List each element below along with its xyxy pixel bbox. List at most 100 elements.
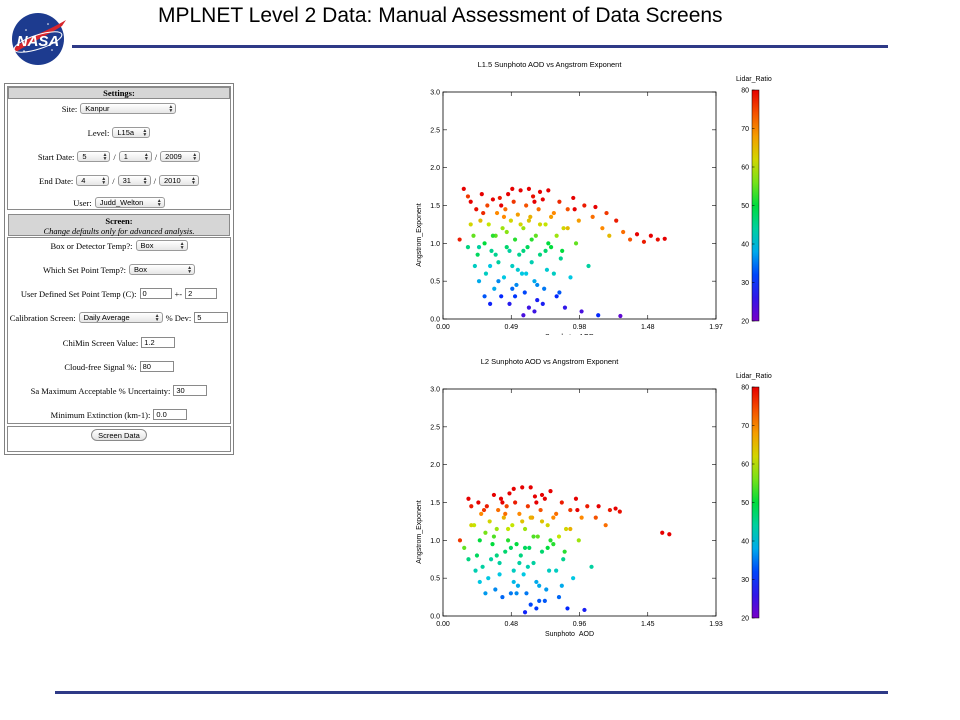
settings-header: Settings: [8, 87, 230, 99]
colorbar-tick-label: 40 [741, 539, 749, 546]
data-point [537, 583, 542, 588]
data-point [483, 530, 488, 535]
data-point [531, 560, 536, 566]
data-point [505, 538, 511, 543]
data-point [503, 511, 508, 516]
start-month-select[interactable]: 5 ▲ ▼ [77, 151, 111, 162]
x-tick-label: 1.93 [709, 621, 723, 628]
calibration-select[interactable]: Daily Average ▲ ▼ [78, 312, 163, 323]
data-point [525, 564, 530, 569]
setpoint-select[interactable]: Box ▲ ▼ [129, 264, 196, 275]
end-month-select[interactable]: 4 ▲ ▼ [76, 175, 110, 186]
box-temp-select[interactable]: Box ▲ ▼ [135, 240, 188, 251]
data-point [545, 545, 550, 550]
data-point [573, 241, 579, 246]
chimin-input[interactable]: 1.2 [141, 337, 176, 348]
data-point [494, 526, 499, 532]
dev-input[interactable]: 5 [194, 312, 229, 323]
data-point [521, 248, 526, 253]
data-point [554, 294, 559, 299]
data-point [539, 492, 545, 498]
minext-input[interactable]: 0.0 [153, 409, 188, 420]
data-point [510, 286, 515, 291]
colorbar-label: Lidar_Ratio [736, 76, 772, 83]
user-select[interactable]: Judd_Welton ▲ ▼ [94, 197, 165, 208]
end-day-select[interactable]: 31 ▲ ▼ [117, 175, 151, 186]
data-point [497, 195, 502, 201]
user-setpoint-input[interactable]: 0 [139, 288, 172, 299]
data-point [510, 263, 515, 269]
end-year-select[interactable]: 2010 ▲ ▼ [158, 175, 199, 186]
sa-input[interactable]: 30 [173, 385, 208, 396]
y-tick-label: 0.0 [430, 317, 440, 324]
screen-header-subtitle: Change defaults only for advanced analys… [43, 226, 195, 236]
data-point [497, 560, 502, 566]
start-year-select[interactable]: 2009 ▲ ▼ [160, 151, 201, 162]
data-point [525, 245, 530, 250]
x-tick-label: 0.00 [436, 621, 450, 628]
data-point [524, 271, 529, 276]
minext-row: Minimum Extinction (km-1): 0.0 [5, 409, 233, 420]
data-point [532, 199, 537, 204]
settings-panel: Settings: Site: Kanpur ▲ ▼ Level: L15a ▲ ▼… [4, 83, 234, 455]
data-point [461, 186, 466, 191]
data-point [522, 290, 527, 295]
data-point [489, 248, 494, 253]
data-point [531, 534, 536, 539]
cloudfree-input[interactable]: 80 [139, 361, 174, 372]
data-point [518, 188, 523, 193]
data-point [561, 226, 566, 231]
data-point [494, 553, 499, 558]
data-point [522, 526, 528, 532]
data-point [545, 523, 550, 528]
level-select[interactable]: L15a ▲ ▼ [112, 127, 151, 138]
cloudfree-label: Cloud-free Signal %: [64, 361, 137, 372]
data-point [590, 214, 595, 219]
select-arrows-icon: ▲ ▼ [156, 197, 162, 208]
x-tick-label: 1.45 [641, 621, 655, 628]
data-point [488, 263, 493, 269]
y-tick-label: 0.5 [430, 279, 440, 286]
data-point [477, 538, 482, 543]
data-point [484, 504, 489, 509]
data-point [568, 507, 573, 513]
data-point [560, 248, 565, 253]
data-point [525, 504, 530, 509]
data-point [535, 534, 540, 539]
data-point [529, 260, 534, 265]
site-select[interactable]: Kanpur ▲ ▼ [80, 103, 177, 114]
data-point [571, 195, 576, 201]
data-point [536, 207, 541, 212]
screen-data-button[interactable]: Screen Data [91, 429, 147, 441]
data-point [496, 279, 501, 284]
data-point [537, 598, 542, 603]
data-point [579, 309, 584, 314]
y-tick-label: 0.0 [430, 614, 440, 621]
data-point [559, 583, 564, 588]
site-row: Site: Kanpur ▲ ▼ [5, 103, 233, 114]
data-point [514, 282, 519, 288]
data-point [508, 545, 513, 550]
y-tick-label: 2.5 [430, 424, 440, 431]
data-point [517, 511, 522, 516]
end-date-row: End Date: 4 ▲ ▼ / 31 ▲ ▼ / 2010 ▲ ▼ [5, 175, 233, 186]
x-axis-label: Sunphoto_AOD [545, 631, 594, 637]
data-point [528, 485, 533, 490]
data-point [496, 260, 501, 265]
data-point [572, 207, 577, 212]
data-point [559, 500, 564, 505]
data-point [548, 214, 554, 219]
data-point [568, 526, 573, 532]
data-point [527, 545, 532, 550]
colorbar-tick-label: 80 [741, 88, 749, 95]
minext-label: Minimum Extinction (km-1): [50, 409, 151, 420]
data-point [614, 218, 619, 223]
data-point [468, 222, 473, 227]
data-point [576, 538, 581, 543]
user-setpoint-tolerance-input[interactable]: 2 [185, 288, 218, 299]
data-point [618, 313, 623, 319]
data-point [607, 507, 613, 513]
start-day-select[interactable]: 1 ▲ ▼ [118, 151, 152, 162]
data-point [476, 279, 482, 284]
data-point [515, 583, 521, 588]
